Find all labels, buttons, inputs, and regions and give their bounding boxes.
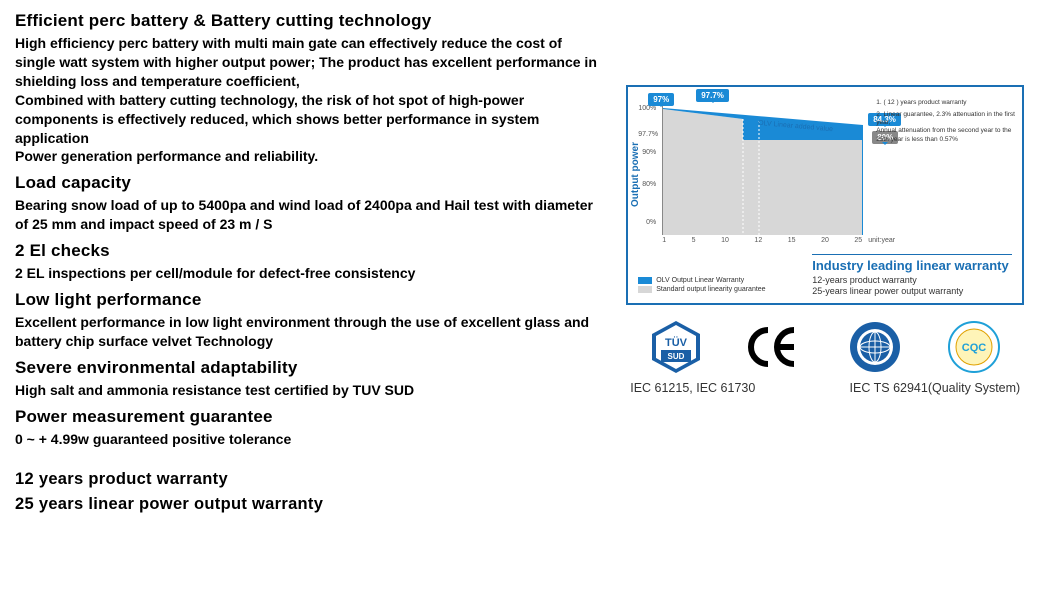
section-0: Efficient perc battery & Battery cutting… [15, 10, 606, 166]
chart-notes: 1. ( 12 ) years product warranty 2. Line… [876, 99, 1016, 148]
section-body: Bearing snow load of up to 5400pa and wi… [15, 196, 606, 234]
y-ticks: 100% 97.7% 90% 80% 0% [638, 105, 656, 245]
iec-right: IEC TS 62941(Quality System) [850, 381, 1021, 395]
section-title: Severe environmental adaptability [15, 357, 606, 379]
cqc-icon: CQC [946, 319, 1002, 375]
chart-footer-title: Industry leading linear warranty [812, 254, 1012, 273]
globe-cert-icon [847, 319, 903, 375]
warranty-line: 12 years product warranty [15, 467, 606, 492]
svg-text:SUD: SUD [668, 352, 685, 361]
section-3: Low light performance Excellent performa… [15, 289, 606, 351]
legend-swatch-std [638, 286, 652, 293]
section-title: Load capacity [15, 172, 606, 194]
badge-97: 97% [648, 93, 674, 106]
section-5: Power measurement guarantee 0 ~ + 4.99w … [15, 406, 606, 449]
ce-icon [747, 319, 803, 375]
iec-left: IEC 61215, IEC 61730 [630, 381, 755, 395]
section-body: Excellent performance in low light envir… [15, 313, 606, 351]
section-title: 2 El checks [15, 240, 606, 262]
section-title: Power measurement guarantee [15, 406, 606, 428]
iec-standards-row: IEC 61215, IEC 61730 IEC TS 62941(Qualit… [626, 381, 1024, 395]
warranty-summary: 12 years product warranty 25 years linea… [15, 467, 606, 517]
svg-text:TÜV: TÜV [665, 336, 688, 349]
section-body: 2 EL inspections per cell/module for def… [15, 264, 606, 283]
feature-text-column: Efficient perc battery & Battery cutting… [15, 10, 626, 584]
section-2: 2 El checks 2 EL inspections per cell/mo… [15, 240, 606, 283]
warranty-line: 25 years linear power output warranty [15, 492, 606, 517]
x-ticks: 1 5 10 12 15 20 25 [662, 237, 862, 244]
chart-legend: OLV Output Linear Warranty Standard outp… [638, 277, 765, 295]
chart-footer-sub: 25-years linear power output warranty [812, 286, 1012, 297]
chart-footer: Industry leading linear warranty 12-year… [812, 254, 1012, 297]
legend-swatch-olv [638, 277, 652, 284]
chart-footer-sub: 12-years product warranty [812, 275, 1012, 286]
warranty-chart: Output power 100% 97.7% 90% 80% 0% OLV L… [626, 85, 1024, 305]
section-body: High efficiency perc battery with multi … [15, 34, 606, 166]
x-unit: unit:year [868, 237, 895, 244]
plot-area: OLV Linear added value [662, 105, 862, 235]
right-column: Output power 100% 97.7% 90% 80% 0% OLV L… [626, 10, 1045, 584]
tuv-sud-icon: TÜV SUD [648, 319, 704, 375]
certification-row: TÜV SUD CQC [626, 319, 1024, 375]
section-title: Efficient perc battery & Battery cutting… [15, 10, 606, 32]
svg-text:CQC: CQC [962, 342, 987, 354]
section-1: Load capacity Bearing snow load of up to… [15, 172, 606, 234]
section-body: High salt and ammonia resistance test ce… [15, 381, 606, 400]
section-body: 0 ~ + 4.99w guaranteed positive toleranc… [15, 430, 606, 449]
section-title: Low light performance [15, 289, 606, 311]
section-4: Severe environmental adaptability High s… [15, 357, 606, 400]
badge-977: 97.7% [696, 89, 729, 102]
